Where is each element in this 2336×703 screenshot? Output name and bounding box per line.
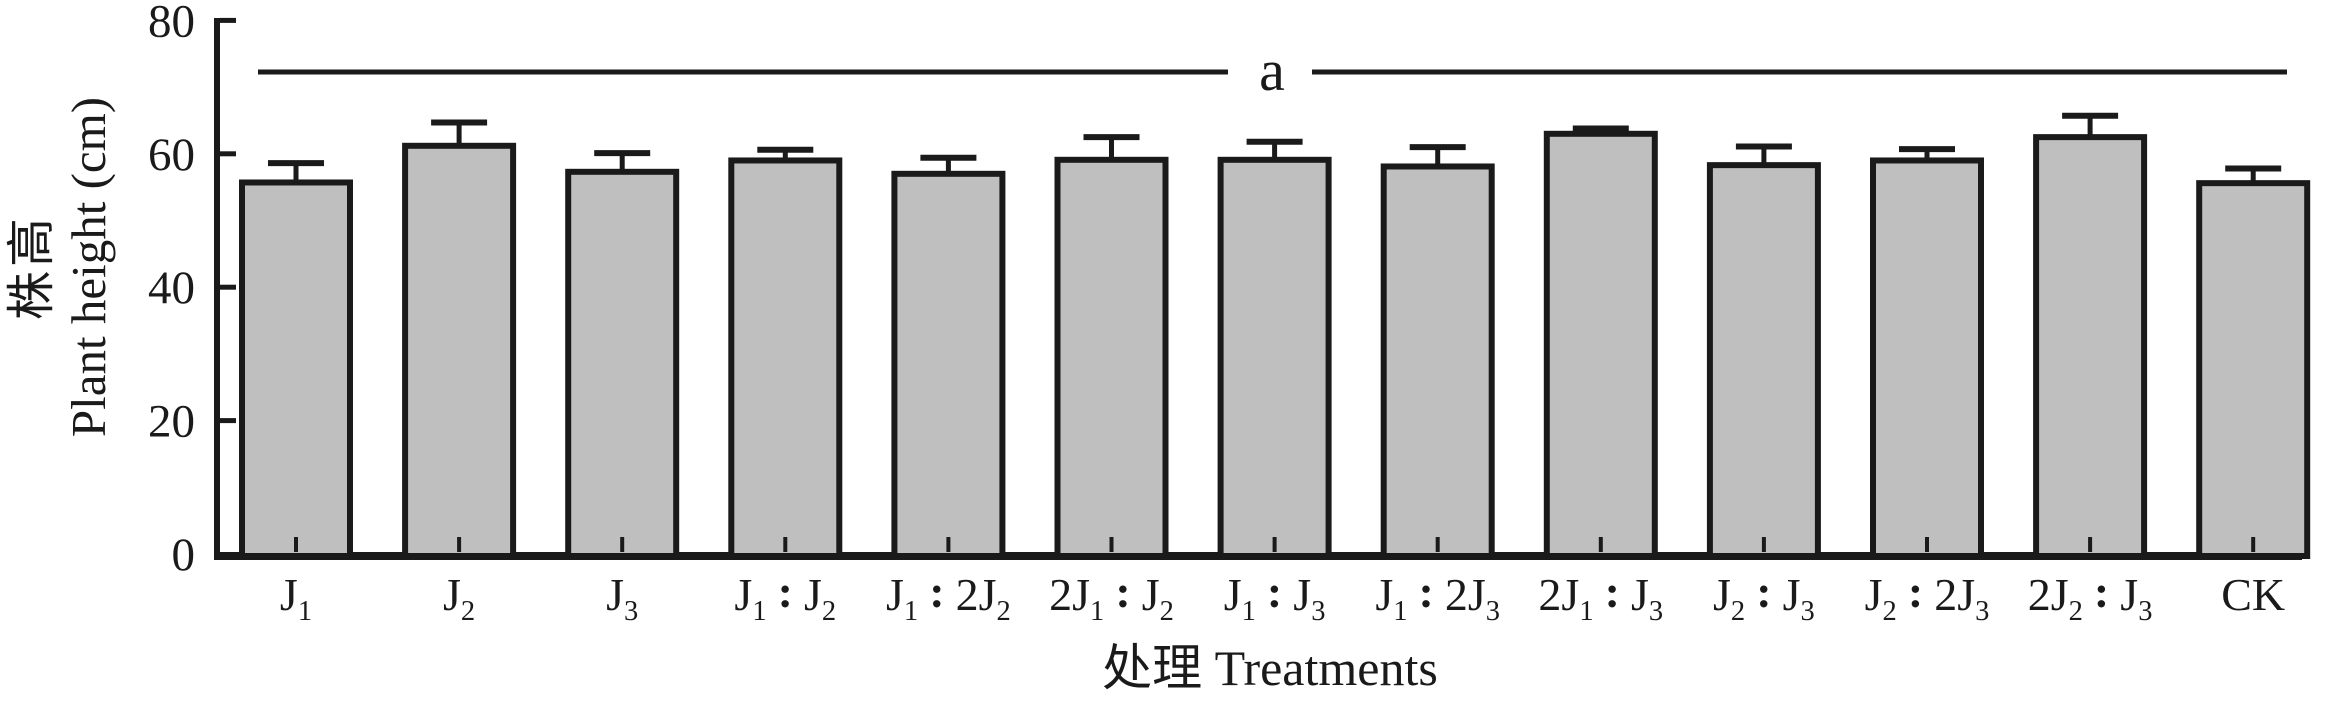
x-tick-label: CK bbox=[2221, 569, 2286, 620]
bar bbox=[565, 168, 680, 560]
bar bbox=[239, 179, 353, 560]
ratio-colon: : bbox=[1907, 566, 1924, 618]
x-tick-label: J1: J2 bbox=[734, 566, 837, 628]
y-tick-label: 60 bbox=[148, 129, 195, 181]
ratio-colon: : bbox=[2093, 566, 2110, 618]
ratio-colon: : bbox=[929, 566, 945, 618]
bar bbox=[402, 142, 517, 560]
bar bbox=[891, 170, 1006, 559]
x-tick-label: 2J1: J3 bbox=[1538, 566, 1664, 628]
x-tick-label: J3 bbox=[606, 569, 639, 628]
ratio-colon: : bbox=[1604, 566, 1620, 618]
ratio-colon: : bbox=[1756, 566, 1772, 618]
bar bbox=[1543, 130, 1658, 559]
x-axis-title: 处理 Treatments bbox=[1102, 640, 1438, 696]
x-tick-label: J2: J3 bbox=[1713, 566, 1815, 628]
x-tick-label: J1: J3 bbox=[1223, 566, 1326, 628]
ratio-colon: : bbox=[1115, 566, 1131, 618]
bar bbox=[1054, 156, 1169, 559]
x-tick-label: 2J1: J2 bbox=[1049, 566, 1174, 628]
bar bbox=[1380, 163, 1495, 560]
y-tick-label: 20 bbox=[148, 396, 195, 448]
y-tick-label: 0 bbox=[172, 529, 196, 581]
bar bbox=[728, 157, 843, 559]
significance-label: a bbox=[1259, 38, 1285, 103]
ratio-colon: : bbox=[1418, 566, 1434, 618]
x-tick-label: J1 bbox=[279, 569, 313, 628]
bar bbox=[2033, 134, 2148, 559]
bar bbox=[1870, 157, 1984, 559]
ratio-colon: : bbox=[777, 566, 793, 618]
x-tick-label: J2 bbox=[443, 569, 476, 628]
x-tick-label: 2J2: J3 bbox=[2027, 566, 2153, 628]
x-tick-label: J1:2J3 bbox=[1375, 566, 1501, 628]
ratio-colon: : bbox=[1266, 566, 1283, 618]
x-tick-label: J2:2J3 bbox=[1864, 566, 1990, 628]
bar bbox=[2196, 180, 2311, 559]
y-tick-label: 40 bbox=[148, 262, 195, 314]
x-tick-label: J1:2J2 bbox=[886, 566, 1011, 628]
bar bbox=[1706, 162, 1821, 559]
bar bbox=[1217, 156, 1332, 559]
y-tick-label: 80 bbox=[148, 0, 195, 47]
